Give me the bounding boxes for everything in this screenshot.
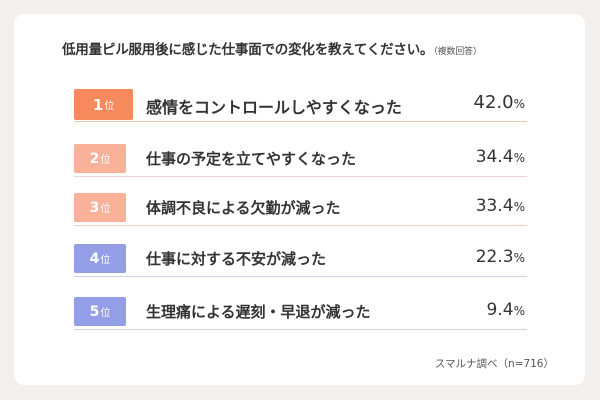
- title-note: （複数回答）: [433, 47, 482, 57]
- rank-number: 1: [92, 95, 104, 114]
- row-value: 22.3%: [476, 247, 525, 267]
- row-value: 42.0%: [474, 92, 525, 113]
- rank-number: 5: [89, 303, 100, 320]
- rank-unit: 位: [100, 204, 111, 215]
- value-number: 22.3: [475, 247, 514, 267]
- row-label: 仕事の予定を立てやすくなった: [146, 150, 357, 168]
- row-label: 生理痛による遅刻・早退が減った: [146, 303, 371, 321]
- chart-title: 低用量ピル服用後に感じた仕事面での変化を教えてください。（複数回答）: [62, 38, 482, 58]
- row-value: 34.4%: [476, 147, 525, 167]
- rank-unit: 位: [104, 101, 115, 112]
- rank-number: 4: [89, 250, 100, 267]
- row-value: 33.4%: [476, 196, 525, 216]
- source-note: スマルナ調べ（n=716）: [434, 358, 554, 370]
- percent-unit: %: [513, 251, 525, 265]
- row-label: 感情をコントロールしやすくなった: [146, 98, 402, 117]
- rank-unit: 位: [100, 155, 111, 166]
- value-number: 34.4: [475, 147, 514, 167]
- rank-number: 3: [89, 199, 100, 216]
- row-label: 仕事に対する不安が減った: [146, 250, 327, 268]
- title-text: 低用量ピル服用後に感じた仕事面での変化を教えてください。: [62, 42, 434, 58]
- percent-unit: %: [513, 97, 525, 111]
- value-number: 9.4: [486, 300, 514, 320]
- row-value: 9.4%: [487, 300, 525, 320]
- percent-unit: %: [513, 200, 525, 214]
- rank-unit: 位: [100, 255, 111, 266]
- rank-number: 2: [89, 150, 100, 167]
- rank-unit: 位: [100, 308, 111, 319]
- row-label: 体調不良による欠勤が減った: [146, 199, 341, 217]
- value-number: 42.0: [473, 92, 514, 113]
- percent-unit: %: [513, 151, 525, 165]
- value-number: 33.4: [475, 196, 514, 216]
- percent-unit: %: [513, 304, 525, 318]
